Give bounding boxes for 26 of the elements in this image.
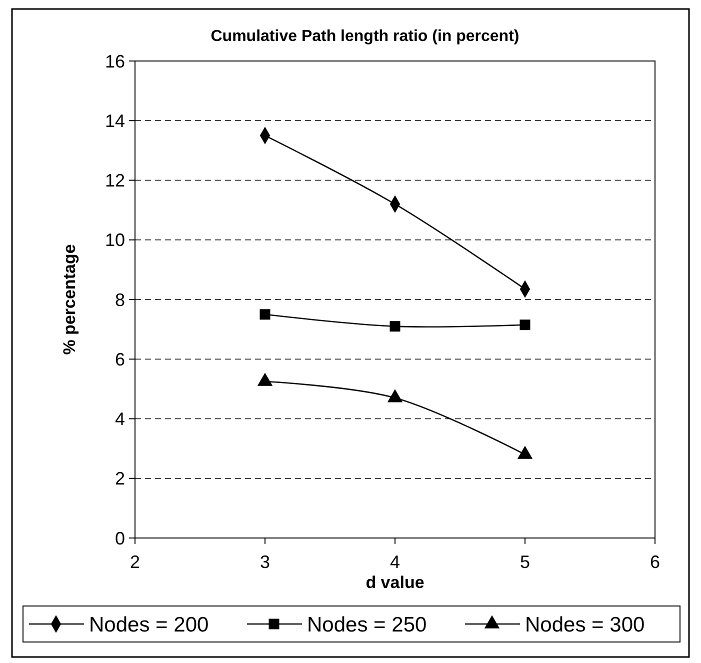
chart-title: Cumulative Path length ratio (in percent)	[210, 28, 520, 45]
y-axis-title: % percentage	[60, 244, 79, 355]
y-tick-label: 12	[104, 170, 125, 191]
point	[520, 320, 530, 330]
point	[387, 389, 403, 402]
legend-label: Nodes = 200	[89, 613, 209, 636]
point	[257, 372, 273, 386]
x-tick-label: 5	[520, 552, 530, 572]
point	[260, 309, 270, 320]
y-tick-label: 0	[114, 528, 125, 548]
point	[390, 321, 400, 332]
x-axis-title: d value	[366, 573, 424, 592]
y-tick-label: 2	[114, 468, 125, 489]
y-tick-label: 4	[114, 409, 125, 430]
legend-label: Nodes = 250	[307, 613, 427, 636]
y-tick-label: 6	[114, 349, 125, 370]
y-tick-label: 16	[104, 51, 125, 72]
y-tick-label: 8	[114, 290, 125, 310]
x-tick-label: 6	[650, 552, 660, 572]
x-tick-label: 2	[130, 552, 140, 572]
point	[517, 446, 533, 459]
legend-label: Nodes = 300	[525, 613, 645, 636]
x-tick-label: 4	[390, 552, 400, 572]
y-tick-label: 14	[104, 110, 125, 131]
y-tick-label: 10	[104, 230, 125, 250]
x-tick-label: 3	[260, 552, 270, 572]
